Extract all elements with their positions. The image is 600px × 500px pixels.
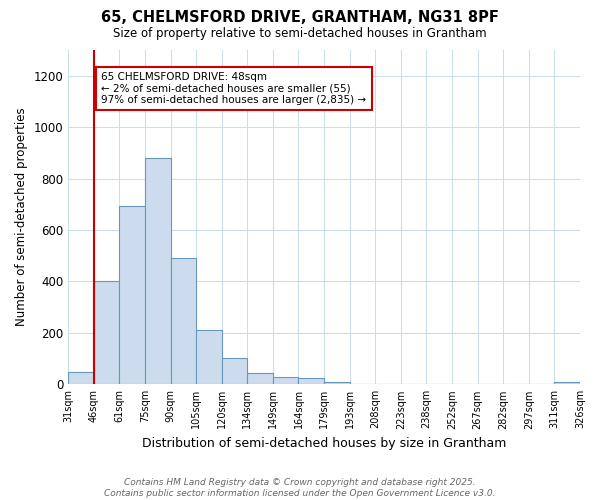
Text: 65, CHELMSFORD DRIVE, GRANTHAM, NG31 8PF: 65, CHELMSFORD DRIVE, GRANTHAM, NG31 8PF [101,10,499,25]
Bar [298,378,324,384]
Bar [94,282,119,385]
Bar [324,382,350,384]
Bar [273,377,298,384]
Bar [247,372,273,384]
Text: 65 CHELMSFORD DRIVE: 48sqm
← 2% of semi-detached houses are smaller (55)
97% of : 65 CHELMSFORD DRIVE: 48sqm ← 2% of semi-… [101,72,367,105]
Bar [68,372,94,384]
Bar [222,358,247,384]
Bar [170,258,196,384]
Bar [554,382,580,384]
Text: Contains HM Land Registry data © Crown copyright and database right 2025.
Contai: Contains HM Land Registry data © Crown c… [104,478,496,498]
Y-axis label: Number of semi-detached properties: Number of semi-detached properties [15,108,28,326]
Bar [145,158,170,384]
Bar [196,330,222,384]
Text: Size of property relative to semi-detached houses in Grantham: Size of property relative to semi-detach… [113,28,487,40]
X-axis label: Distribution of semi-detached houses by size in Grantham: Distribution of semi-detached houses by … [142,437,506,450]
Bar [119,206,145,384]
